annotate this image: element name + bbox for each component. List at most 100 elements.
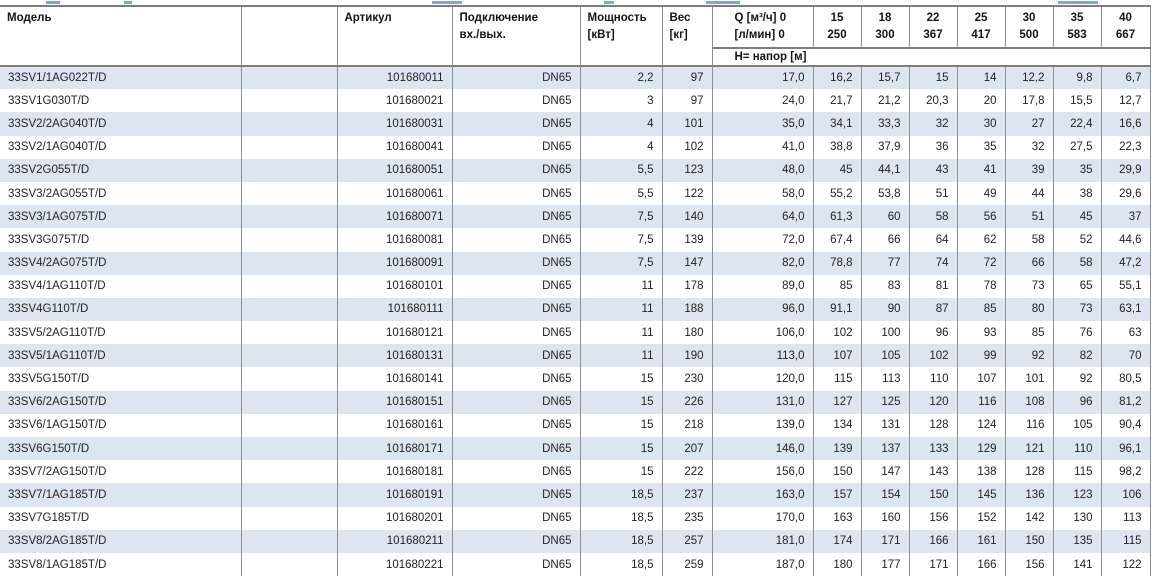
head-cell: 12,7 [1101,89,1151,113]
head-q0-cell: 96,0 [712,297,814,322]
head-cell: 21,7 [813,89,862,113]
head-cell: 90,4 [1101,413,1151,437]
flow-header-line2: [л/мин] 0 [734,29,785,41]
head-cell: 80 [1005,297,1054,322]
head-cell: 41 [957,158,1006,182]
table-row: 33SV8/2AG185T/D 101680211 DN65 18,5 257 181,0… [0,529,1151,553]
head-cell: 62 [957,228,1006,252]
spacer-cell [241,181,338,206]
table-row: 33SV7G185T/D 101680201 DN65 18,5 235 170,0 163… [0,506,1151,530]
power-cell: 5,5 [580,158,663,182]
power-cell: 3 [580,89,663,113]
head-cell: 177 [861,552,910,577]
weight-cell: 207 [662,437,713,461]
head-cell: 120 [909,390,958,414]
power-cell: 15 [580,367,663,391]
model-cell: 33SV6/2AG150T/D [0,390,242,414]
article-cell: 101680141 [337,367,453,391]
head-q0-cell: 139,0 [712,413,814,437]
head-cell: 35 [957,135,1006,159]
head-cell: 37,9 [861,135,910,159]
head-cell: 115 [1101,529,1151,553]
head-q0-cell: 41,0 [712,135,814,159]
connection-cell: DN65 [452,413,581,437]
head-cell: 37 [1101,205,1151,229]
spacer-cell [241,529,338,553]
spacer-cell [241,460,338,484]
head-cell: 20 [957,89,1006,113]
table-row: 33SV2/2AG040T/D 101680031 DN65 4 101 35,0 34,1… [0,112,1151,136]
head-cell: 107 [957,367,1006,391]
head-cell: 113 [861,367,910,391]
model-cell: 33SV7/1AG185T/D [0,483,242,507]
head-cell: 63 [1101,321,1151,345]
power-cell: 15 [580,460,663,484]
article-cell: 101680121 [337,321,453,345]
weight-header-line1: Вес [669,12,691,24]
table-row: 33SV3/2AG055T/D 101680061 DN65 5,5 122 58,0 55… [0,181,1151,206]
head-cell: 36 [909,135,958,159]
column-header-article: Артикул [337,6,453,67]
table-row: 33SV5/1AG110T/D 101680131 DN65 11 190 113,0 10… [0,344,1151,368]
flow-lmin-label: 667 [1115,29,1136,41]
head-cell: 115 [813,367,862,391]
head-cell: 81 [909,274,958,298]
head-cell: 63,1 [1101,297,1151,322]
model-cell: 33SV5/1AG110T/D [0,344,242,368]
power-cell: 18,5 [580,552,663,577]
connection-header-line2: вх./вых. [459,29,506,41]
table-row: 33SV6/1AG150T/D 101680161 DN65 15 218 139,0 13… [0,413,1151,437]
flow-m3h-label: 40 [1119,12,1132,24]
article-cell: 101680171 [337,437,453,461]
flow-lmin-label: 500 [1019,29,1039,41]
head-q0-cell: 48,0 [712,158,814,182]
head-cell: 16,2 [813,66,862,90]
head-cell: 85 [957,297,1006,322]
article-cell: 101680091 [337,251,453,275]
head-cell: 147 [861,460,910,484]
weight-cell: 226 [662,390,713,414]
column-header-flow-18: 18 300 [861,6,910,49]
spacer-cell [241,390,338,414]
spacer-cell [241,506,338,530]
head-cell: 171 [861,529,910,553]
head-cell: 129 [957,437,1006,461]
column-header-flow-40: 40 667 [1101,6,1151,49]
connection-cell: DN65 [452,181,581,206]
model-cell: 33SV3G075T/D [0,228,242,252]
head-cell: 174 [813,529,862,553]
article-cell: 101680221 [337,552,453,577]
power-cell: 11 [580,321,663,345]
pump-data-table: Модель Артикул Подключение вх./вых. Мощн… [0,5,1151,577]
model-cell: 33SV4/1AG110T/D [0,274,242,298]
head-cell: 136 [1005,483,1054,507]
connection-cell: DN65 [452,89,581,113]
head-cell: 113 [1101,506,1151,530]
head-q0-cell: 113,0 [712,344,814,368]
head-cell: 16,6 [1101,112,1151,136]
weight-cell: 230 [662,367,713,391]
head-cell: 115 [1053,460,1102,484]
flow-m3h-label: 35 [1070,12,1084,24]
head-cell: 44,6 [1101,228,1151,252]
head-cell: 143 [909,460,958,484]
head-q0-cell: 58,0 [712,181,814,206]
head-cell: 43 [909,158,958,182]
head-cell: 96 [909,321,958,345]
head-cell: 156 [1005,552,1054,577]
column-header-flow: Q [м³/ч] 0 [л/мин] 0 [712,6,814,49]
connection-cell: DN65 [452,344,581,368]
head-cell: 9,8 [1053,66,1102,90]
column-header-flow-15: 15 250 [813,6,862,49]
model-cell: 33SV5/2AG110T/D [0,321,242,345]
spacer-cell [241,413,338,437]
table-body: 33SV1/1AG022T/D 101680011 DN65 2,2 97 17,0 16,… [0,66,1151,577]
head-cell: 98,2 [1101,460,1151,484]
head-cell: 121 [1005,437,1054,461]
head-cell: 163 [813,506,862,530]
weight-cell: 139 [662,228,713,252]
table-row: 33SV6/2AG150T/D 101680151 DN65 15 226 131,0 12… [0,390,1151,414]
spacer-cell [241,112,338,136]
head-cell: 38 [1053,181,1102,206]
